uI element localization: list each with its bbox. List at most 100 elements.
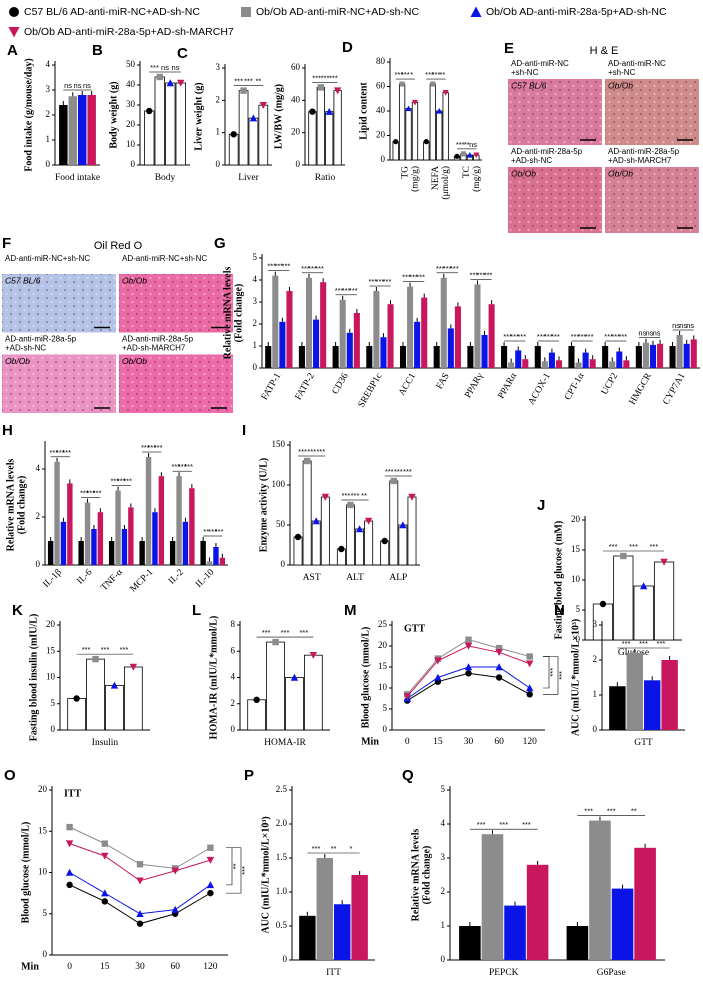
bar: [67, 483, 73, 565]
panel-letter: D: [342, 39, 353, 56]
bar: [248, 117, 259, 166]
marker: [465, 670, 472, 677]
x-tick-label: HOMA-IR: [264, 738, 306, 748]
bar: [286, 291, 293, 368]
panel-letter: E: [504, 40, 514, 57]
x-tick-label: 60: [494, 737, 504, 747]
bar: [676, 335, 683, 368]
marker: [347, 501, 354, 509]
bar: [152, 512, 158, 565]
y-tick-label: 3: [216, 62, 221, 72]
bar: [504, 905, 526, 960]
marker: [259, 101, 268, 109]
x-tick-label: Body: [155, 173, 176, 183]
marker: [207, 889, 214, 897]
bar: [644, 680, 661, 730]
significance: ***: [395, 70, 404, 79]
y-tick-label: 0: [51, 724, 56, 734]
y-tick-label: 1: [441, 920, 446, 930]
bar: [67, 698, 86, 731]
significance: ns: [161, 63, 169, 72]
bar: [353, 313, 360, 368]
significance: ***: [274, 262, 283, 271]
bar: [339, 299, 346, 368]
x-tick-label: FATP-2: [294, 371, 317, 402]
y-tick-label: 5: [441, 784, 446, 794]
y-tick-label: 3: [593, 619, 598, 629]
bar: [566, 926, 589, 960]
significance: *: [349, 844, 352, 853]
x-axis-label: Min: [21, 961, 39, 972]
y-tick-label: 4: [46, 59, 51, 69]
bar: [440, 277, 447, 368]
marker: [434, 673, 442, 681]
bar: [293, 536, 303, 566]
image-tag: Ob/Ob: [122, 275, 147, 285]
marker: [470, 6, 482, 17]
significance: ***: [312, 844, 321, 853]
significance: ***: [49, 448, 58, 457]
significance: ***: [82, 645, 91, 654]
marker: [411, 99, 419, 106]
x-tick-label: 0: [67, 962, 72, 972]
image-tag: Ob/Ob: [122, 356, 147, 366]
y-axis-label: Food intake (g/mouse/day): [23, 58, 34, 171]
bar: [305, 277, 313, 368]
x-tick-label: MCP-1: [129, 567, 156, 594]
bar: [613, 555, 634, 641]
panel-letter: N: [554, 602, 565, 619]
y-tick-label: 0: [131, 159, 136, 169]
significance: **: [231, 863, 240, 869]
marker: [495, 674, 503, 681]
significance: ***: [316, 447, 325, 456]
bar: [78, 95, 87, 165]
bar: [320, 496, 330, 566]
marker: [390, 477, 397, 485]
y-tick-label: 1: [253, 340, 258, 350]
significance: ***: [368, 277, 377, 286]
marker: [321, 493, 330, 501]
significance: ***: [376, 277, 385, 286]
x-tick-label: IL-6: [75, 567, 94, 586]
marker: [230, 131, 237, 138]
y-tick-label: 1.0: [276, 886, 288, 896]
marker: [136, 910, 144, 917]
bar: [316, 87, 325, 166]
significance: **: [255, 77, 261, 86]
bar: [206, 561, 213, 565]
bar: [392, 141, 399, 161]
y-tick-label: 40: [291, 94, 301, 104]
marker: [73, 695, 80, 702]
x-tick-label: 15: [433, 737, 443, 747]
marker: [620, 552, 627, 560]
bar: [433, 346, 440, 368]
bar: [86, 658, 105, 731]
significance: ***: [120, 645, 129, 654]
bar: [387, 304, 394, 368]
bar: [139, 541, 145, 565]
x-tick-label: FATP-1: [260, 371, 283, 402]
marker: [101, 852, 109, 860]
y-tick-label: 0: [281, 559, 286, 569]
y-tick-label: 80: [376, 56, 386, 66]
bar: [334, 904, 351, 960]
x-tick-label: 30: [464, 737, 474, 747]
marker: [9, 7, 19, 17]
bar: [124, 666, 143, 731]
y-tick-label: 5: [43, 908, 48, 918]
bar: [145, 457, 152, 565]
marker: [309, 108, 316, 115]
marker: [249, 114, 258, 122]
significance: ns: [172, 63, 180, 72]
marker: [526, 684, 534, 692]
bar: [285, 677, 304, 731]
x-tick-label: CYP7A1: [662, 371, 688, 406]
bar: [611, 888, 634, 960]
x-tick-label: 60: [170, 962, 180, 972]
y-tick-label: 15: [571, 544, 581, 554]
bar: [633, 585, 654, 641]
panel-letter: A: [7, 42, 18, 59]
marker: [129, 663, 138, 671]
marker: [495, 649, 503, 656]
